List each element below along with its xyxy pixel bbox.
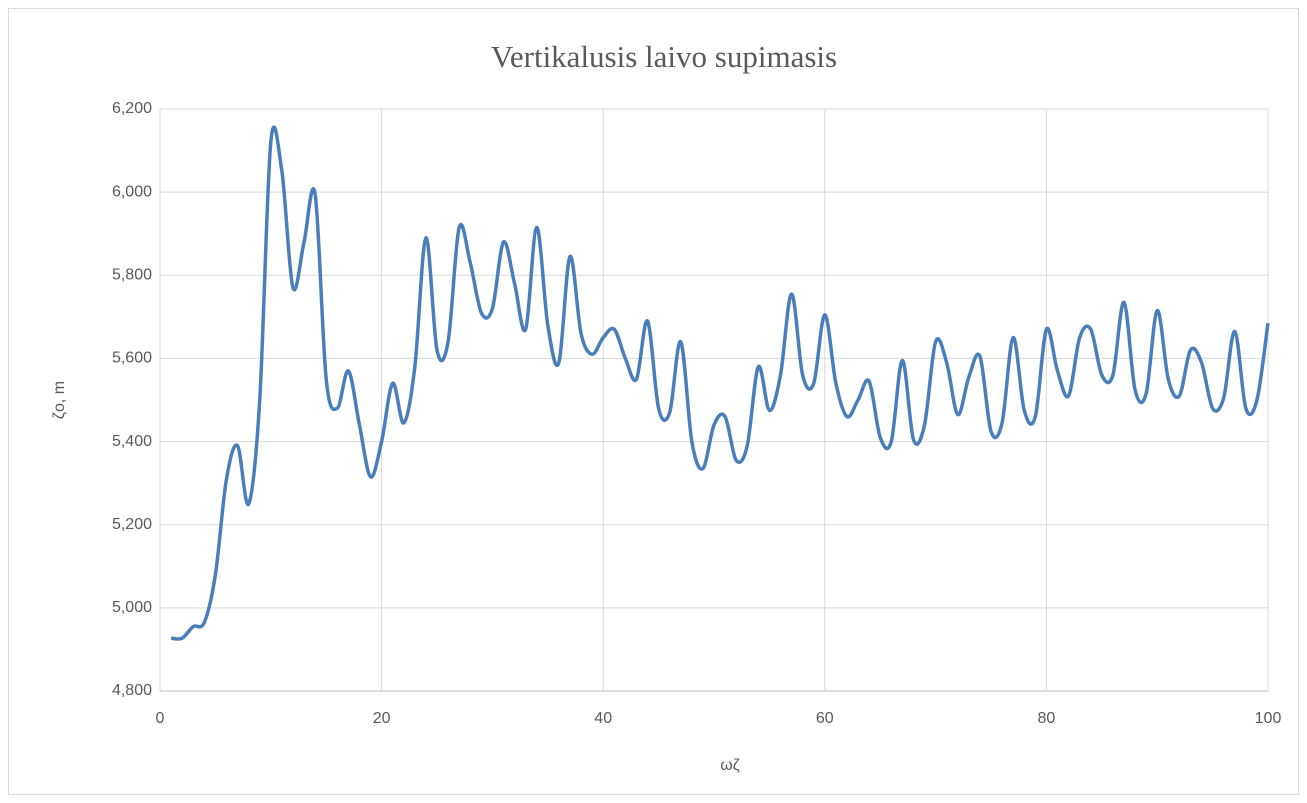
chart-frame xyxy=(8,8,1299,795)
y-axis-label: ζo, m xyxy=(51,381,68,419)
x-tick-label: 0 xyxy=(156,710,165,727)
x-tick-label: 60 xyxy=(816,710,834,727)
x-tick-label: 100 xyxy=(1255,710,1282,727)
x-axis-label: ωζ xyxy=(720,757,740,774)
y-tick-label: 5,000 xyxy=(112,599,152,616)
x-tick-label: 40 xyxy=(594,710,612,727)
line-series xyxy=(170,125,1270,641)
chart-title: Vertikalusis laivo supimasis xyxy=(491,39,837,74)
y-tick-label: 5,600 xyxy=(112,350,152,367)
y-tick-label: 6,200 xyxy=(112,100,152,117)
y-tick-label: 5,200 xyxy=(112,516,152,533)
x-tick-label: 20 xyxy=(373,710,391,727)
y-tick-label: 5,800 xyxy=(112,267,152,284)
x-tick-label: 80 xyxy=(1038,710,1056,727)
y-tick-label: 6,000 xyxy=(112,183,152,200)
y-tick-label: 4,800 xyxy=(112,682,152,699)
y-tick-label: 5,400 xyxy=(112,433,152,450)
